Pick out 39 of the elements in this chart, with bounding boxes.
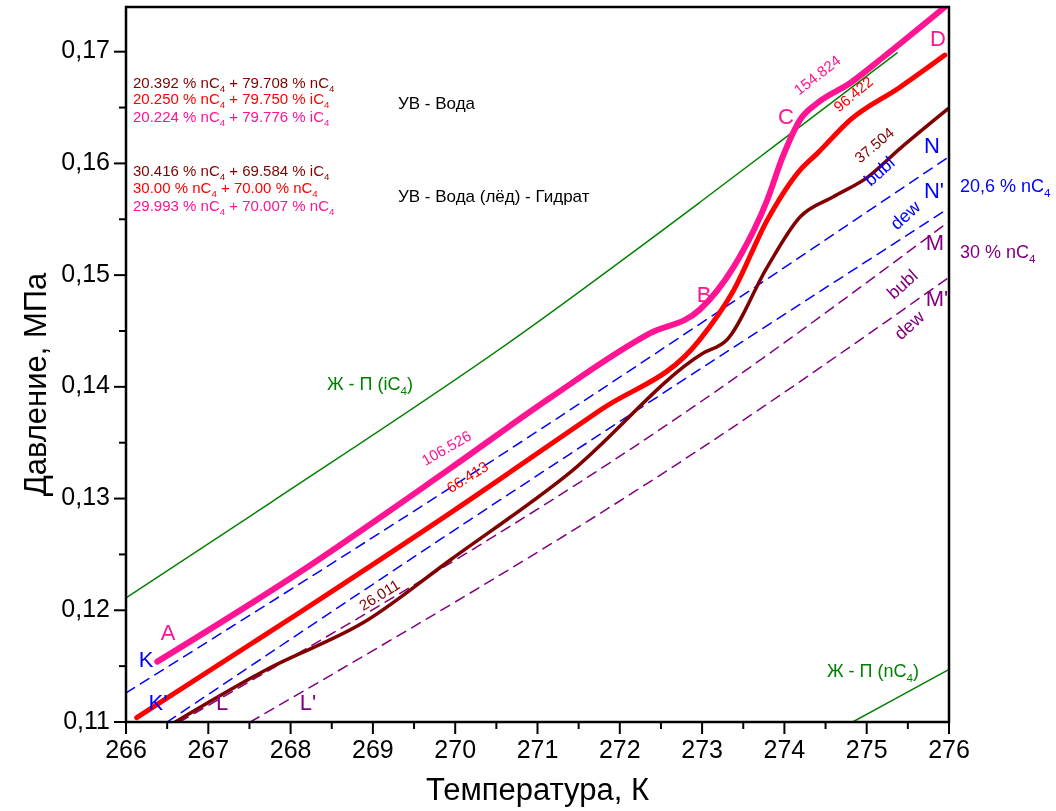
annotation: N' [923, 177, 945, 203]
y-tick-label: 0,12 [61, 593, 110, 622]
annotation: dew [886, 195, 925, 234]
x-tick-label: 271 [516, 735, 559, 763]
x-tick-label: 269 [352, 735, 394, 763]
x-tick-label: 274 [763, 735, 806, 763]
annotation: A [160, 619, 176, 645]
annotation: N [924, 132, 940, 158]
x-tick-label: 273 [681, 735, 723, 763]
annotation: C [778, 103, 795, 129]
x-tick-label: 270 [434, 735, 477, 763]
y-tick-label: 0,16 [61, 147, 110, 176]
x-tick-label: 276 [928, 735, 970, 763]
annotation: 20.224 % nC$_{4}$ + 79.776 % iC$_{4}$ [133, 107, 330, 129]
x-tick-label: 267 [187, 735, 230, 763]
annotation: L [215, 689, 229, 715]
y-tick-label: 0,15 [61, 258, 110, 287]
annotation: 30.416 % nC$_{4}$ + 69.584 % iC$_{4}$ [133, 161, 330, 183]
y-tick-label: 0,14 [61, 370, 111, 399]
y-tick-label: 0,11 [63, 705, 110, 734]
text: 20,6 % nC$_{4}$ [960, 175, 1052, 199]
annotation: УВ - Вода [398, 94, 476, 114]
x-tick-label: 266 [105, 735, 147, 763]
annotation: Ж - П (iC$_{4}$) [326, 373, 414, 397]
annotation: Ж - П (nC$_{4}$) [826, 660, 920, 684]
y-axis-title: Давление, МПа [18, 271, 53, 497]
annotation: M [925, 229, 945, 255]
y-tick-label: 0,17 [61, 35, 110, 64]
text: 30 % nC$_{4}$ [960, 241, 1037, 265]
annotation: K [138, 646, 154, 672]
x-tick-label: 268 [269, 735, 312, 763]
y-tick-label: 0,13 [61, 482, 110, 511]
annotation: D [930, 25, 946, 51]
x-tick-label: 275 [845, 735, 888, 763]
annotation: УВ - Вода (лёд) - Гидрат [398, 187, 590, 207]
annotation: 29.993 % nC$_{4}$ + 70.007 % nC$_{4}$ [133, 196, 335, 218]
x-axis-title: Температура, К [425, 772, 650, 807]
x-tick-label: 272 [598, 735, 641, 763]
annotation: L' [299, 689, 317, 715]
